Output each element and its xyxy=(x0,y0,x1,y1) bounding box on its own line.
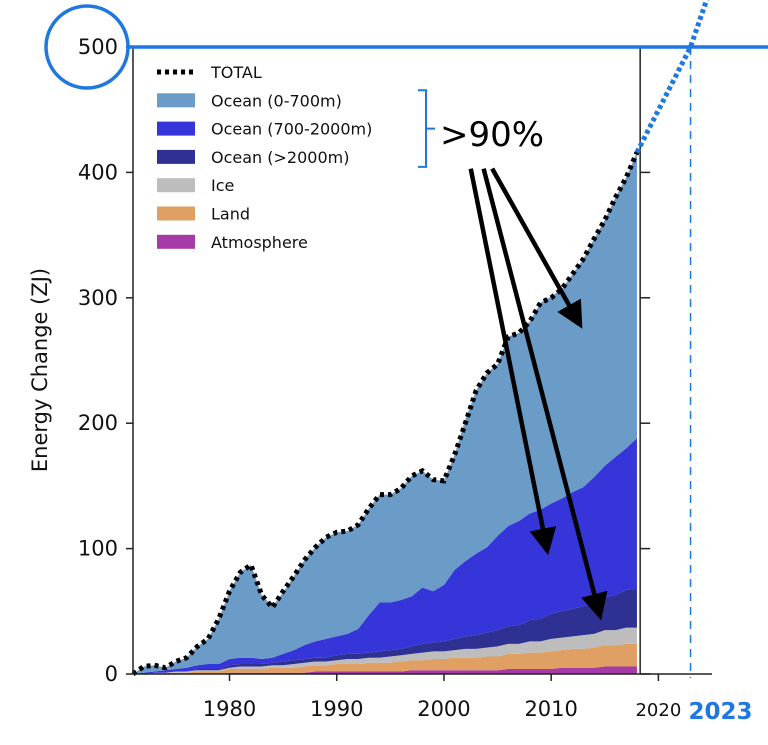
x-tick-label-1980: 1980 xyxy=(203,697,256,721)
overlays: 2023 >90% xyxy=(44,0,768,725)
legend-swatch-ice xyxy=(157,178,195,193)
projection-line xyxy=(634,0,710,154)
legend-label-ocean-0-700m: Ocean (0-700m) xyxy=(211,91,342,110)
annotation-text: >90% xyxy=(440,115,544,155)
x-tick-label-1990: 1990 xyxy=(310,697,363,721)
legend-label-total: TOTAL xyxy=(210,63,262,82)
area-ice xyxy=(133,627,637,674)
threshold-500-circle xyxy=(44,4,130,90)
legend-label-atmosphere: Atmosphere xyxy=(211,233,308,252)
y-tick-label-100: 100 xyxy=(78,537,118,561)
area-ocean-2000m xyxy=(133,588,637,674)
stacked-areas xyxy=(131,151,640,677)
arrow-ocean-700-2000 xyxy=(468,168,557,556)
axes: 0 100 200 300 400 500 1980 1990 2000 2010 2020 xyxy=(78,35,712,721)
area-atmosphere xyxy=(133,666,637,674)
legend: TOTAL Ocean (0-700m) Ocean (700-2000m) Ocea… xyxy=(157,63,372,252)
area-ocean-700-2000m xyxy=(133,438,637,674)
legend-swatch-ocean-0-700m xyxy=(157,93,195,108)
y-tick-label-500: 500 xyxy=(78,35,118,59)
x-tick-label-2023: 2023 xyxy=(689,699,753,725)
arrow-ocean-0-700 xyxy=(490,167,583,329)
x-tick-label-2000: 2000 xyxy=(417,697,470,721)
legend-label-land: Land xyxy=(211,205,250,224)
y-tick-label-400: 400 xyxy=(78,160,118,184)
y-axis-label: Energy Change (ZJ) xyxy=(28,268,52,472)
y-tick-label-300: 300 xyxy=(78,286,118,310)
total-line xyxy=(131,151,640,677)
x-tick-label-2010: 2010 xyxy=(524,697,577,721)
legend-swatch-land xyxy=(157,206,195,221)
legend-swatch-atmosphere xyxy=(157,234,195,249)
x-tick-label-2020: 2020 xyxy=(635,700,681,721)
legend-label-ocean-2000m: Ocean (>2000m) xyxy=(211,148,349,167)
y-tick-label-200: 200 xyxy=(78,411,118,435)
y-tick-label-0: 0 xyxy=(105,662,118,686)
legend-label-ocean-700-2000m: Ocean (700-2000m) xyxy=(211,120,372,139)
legend-swatch-ocean-700-2000m xyxy=(157,121,195,136)
legend-label-ice: Ice xyxy=(211,176,234,195)
arrow-ocean-2000 xyxy=(481,168,608,621)
legend-swatch-ocean-2000m xyxy=(157,149,195,164)
area-land xyxy=(133,643,637,674)
area-ocean-0-700m xyxy=(133,152,637,674)
ocean-bracket xyxy=(418,89,435,168)
